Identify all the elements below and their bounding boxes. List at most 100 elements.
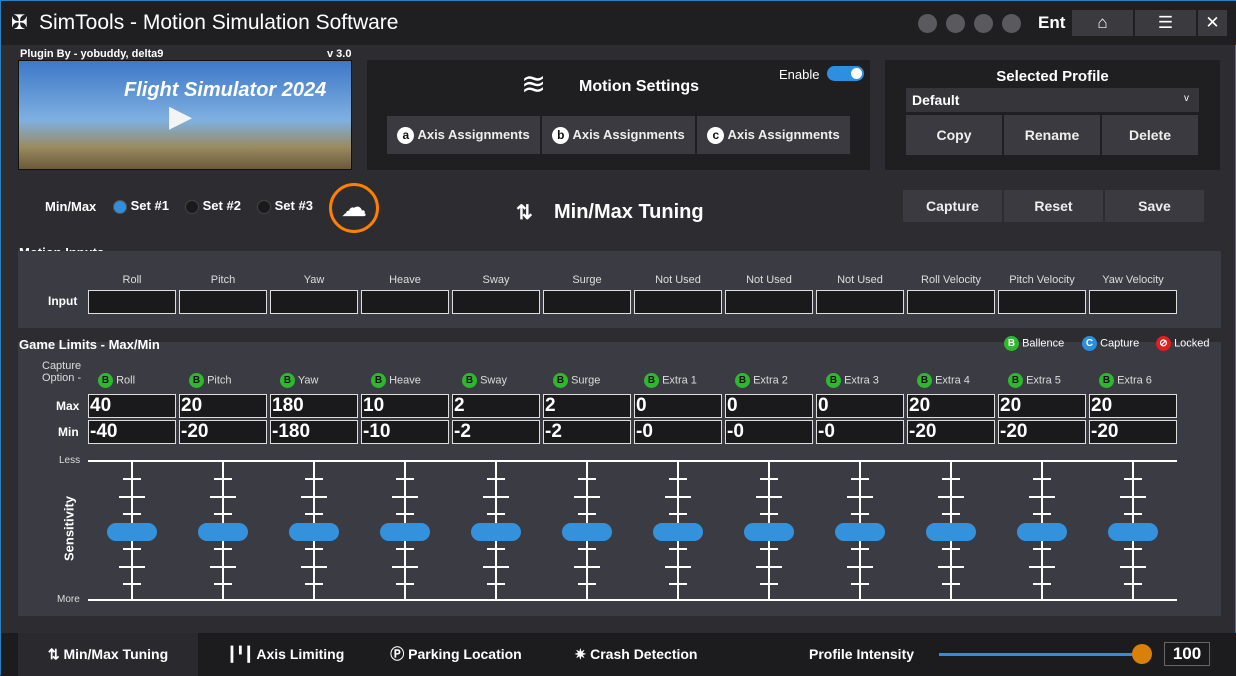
menu-button[interactable]: ☰ [1135,10,1196,36]
sensitivity-slider-thumb[interactable] [289,522,339,541]
min-input[interactable]: -180 [270,420,358,444]
max-input[interactable]: 2 [452,394,540,418]
balance-option-icon[interactable]: B [553,373,568,388]
cloud-capture-icon[interactable]: ☁ [329,183,379,233]
max-input[interactable]: 20 [179,394,267,418]
motion-input-field[interactable] [907,290,995,314]
max-input[interactable]: 20 [1089,394,1177,418]
balance-option-icon[interactable]: B [917,373,932,388]
play-icon[interactable]: ▶ [169,100,193,133]
tab-crash-detection[interactable]: ✷ Crash Detection [551,633,721,676]
sensitivity-slider-thumb[interactable] [744,522,794,541]
max-input[interactable]: 10 [361,394,449,418]
min-input[interactable]: -20 [1089,420,1177,444]
balance-option-icon[interactable]: B [1008,373,1023,388]
axis-assignments-c-button[interactable]: c Axis Assignments [697,116,850,154]
slider-tick [1124,513,1142,515]
balance-option-icon[interactable]: B [735,373,750,388]
game-banner-video[interactable]: Flight Simulator 2024 ▶ [18,60,352,170]
motion-input-field[interactable] [179,290,267,314]
balance-option-icon[interactable]: B [644,373,659,388]
motion-input-field[interactable] [452,290,540,314]
motion-input-field[interactable] [270,290,358,314]
min-input[interactable]: -20 [907,420,995,444]
profile-delete-button[interactable]: Delete [1102,115,1198,155]
intensity-value-input[interactable]: 100 [1164,642,1210,666]
sensitivity-slider-thumb[interactable] [835,522,885,541]
max-input[interactable]: 40 [88,394,176,418]
min-input[interactable]: -0 [816,420,904,444]
motion-input-field[interactable] [1089,290,1177,314]
motion-input-field[interactable] [634,290,722,314]
tab-min-max-tuning[interactable]: ⇅ Min/Max Tuning [18,633,198,676]
radio-icon[interactable] [185,199,199,214]
max-input[interactable]: 20 [907,394,995,418]
sensitivity-slider-thumb[interactable] [107,522,157,541]
balance-option-icon[interactable]: B [1099,373,1114,388]
balance-option-icon[interactable]: B [280,373,295,388]
max-input[interactable]: 20 [998,394,1086,418]
profile-rename-button[interactable]: Rename [1004,115,1100,155]
reset-button[interactable]: Reset [1004,190,1103,222]
motion-input-field[interactable] [88,290,176,314]
set-3-radio[interactable]: Set #3 [257,198,313,214]
min-input[interactable]: -40 [88,420,176,444]
set-label: Set #2 [202,198,241,213]
intensity-slider-thumb[interactable] [1132,644,1152,664]
min-input[interactable]: -2 [543,420,631,444]
balance-option-icon[interactable]: B [98,373,113,388]
set-2-radio[interactable]: Set #2 [185,198,241,214]
motion-input-field[interactable] [998,290,1086,314]
sensitivity-slider-thumb[interactable] [562,522,612,541]
sensitivity-slider-thumb[interactable] [926,522,976,541]
max-input[interactable]: 0 [725,394,813,418]
axis-assignments-b-button[interactable]: b Axis Assignments [542,116,695,154]
gear-icon[interactable] [946,14,965,33]
pencil-icon[interactable] [974,14,993,33]
radio-icon[interactable] [257,199,271,214]
motion-input-field[interactable] [543,290,631,314]
tab-axis-limiting[interactable]: ┃╹┃ Axis Limiting [206,633,366,676]
close-button[interactable]: ✕ [1198,10,1227,36]
sensitivity-slider-thumb[interactable] [1017,522,1067,541]
max-input[interactable]: 180 [270,394,358,418]
slider-tick [396,513,414,515]
capture-button[interactable]: Capture [903,190,1002,222]
max-input[interactable]: 2 [543,394,631,418]
home-button[interactable]: ⌂ [1072,10,1133,36]
balance-option-icon[interactable]: B [371,373,386,388]
max-input[interactable]: 0 [634,394,722,418]
min-input[interactable]: -2 [452,420,540,444]
balance-option-icon[interactable]: B [826,373,841,388]
axis-assignments-a-button[interactable]: a Axis Assignments [387,116,540,154]
motion-input-field[interactable] [725,290,813,314]
slider-tick [760,548,778,550]
profile-copy-button[interactable]: Copy [906,115,1002,155]
motion-input-field[interactable] [361,290,449,314]
min-input[interactable]: -20 [998,420,1086,444]
balance-option-icon[interactable]: B [462,373,477,388]
slider-tick [847,566,873,568]
min-input[interactable]: -0 [725,420,813,444]
min-input[interactable]: -20 [179,420,267,444]
sensitivity-slider-thumb[interactable] [653,522,703,541]
sensitivity-slider-thumb[interactable] [198,522,248,541]
tab-parking-location[interactable]: Ⓟ Parking Location [371,633,541,676]
sensitivity-slider-thumb[interactable] [471,522,521,541]
sensitivity-slider-thumb[interactable] [1108,522,1158,541]
intensity-slider-track[interactable] [939,653,1142,656]
enable-toggle[interactable] [827,66,864,81]
motion-input-field[interactable] [816,290,904,314]
upload-icon[interactable] [918,14,937,33]
input-column-header: Pitch Velocity [1009,274,1075,286]
profile-dropdown[interactable]: Default v [906,88,1199,112]
balance-option-icon[interactable]: B [189,373,204,388]
set-1-radio[interactable]: Set #1 [113,198,169,214]
min-input[interactable]: -10 [361,420,449,444]
save-button[interactable]: Save [1105,190,1204,222]
sensitivity-slider-thumb[interactable] [380,522,430,541]
plug-icon[interactable] [1002,14,1021,33]
min-input[interactable]: -0 [634,420,722,444]
max-input[interactable]: 0 [816,394,904,418]
radio-icon[interactable] [113,199,127,214]
